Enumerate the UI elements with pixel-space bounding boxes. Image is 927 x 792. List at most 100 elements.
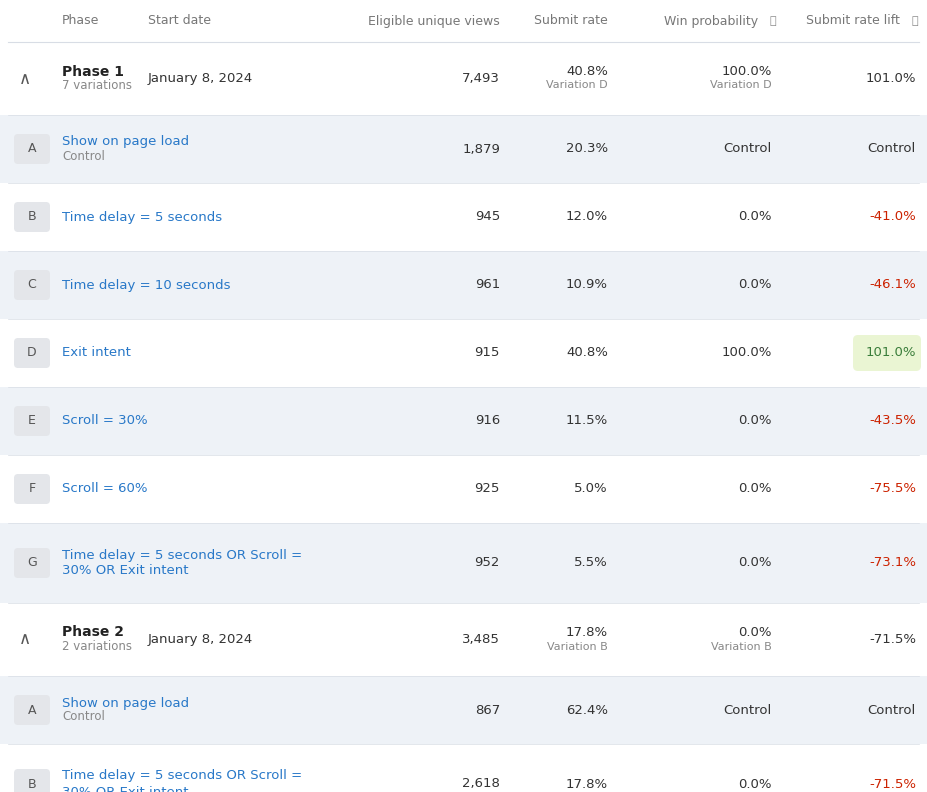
Text: 0.0%: 0.0% bbox=[739, 211, 772, 223]
FancyBboxPatch shape bbox=[14, 769, 50, 792]
FancyBboxPatch shape bbox=[14, 406, 50, 436]
Text: 0.0%: 0.0% bbox=[739, 626, 772, 639]
Text: Time delay = 5 seconds OR Scroll =: Time delay = 5 seconds OR Scroll = bbox=[62, 549, 302, 562]
FancyBboxPatch shape bbox=[14, 474, 50, 504]
Text: C: C bbox=[28, 279, 36, 291]
Text: -46.1%: -46.1% bbox=[870, 279, 916, 291]
Text: Scroll = 30%: Scroll = 30% bbox=[62, 414, 147, 428]
Text: 100.0%: 100.0% bbox=[721, 347, 772, 360]
FancyBboxPatch shape bbox=[14, 202, 50, 232]
Text: Control: Control bbox=[868, 143, 916, 155]
Text: -73.1%: -73.1% bbox=[869, 557, 916, 569]
Text: ∧: ∧ bbox=[19, 630, 32, 649]
Bar bbox=[0, 523, 927, 603]
Text: 20.3%: 20.3% bbox=[565, 143, 608, 155]
Text: Control: Control bbox=[868, 703, 916, 717]
Text: Time delay = 5 seconds: Time delay = 5 seconds bbox=[62, 211, 222, 223]
Bar bbox=[0, 251, 927, 319]
FancyBboxPatch shape bbox=[14, 548, 50, 578]
Bar bbox=[0, 744, 927, 792]
FancyBboxPatch shape bbox=[14, 134, 50, 164]
Text: 62.4%: 62.4% bbox=[566, 703, 608, 717]
Text: 2 variations: 2 variations bbox=[62, 640, 132, 653]
Text: 0.0%: 0.0% bbox=[739, 557, 772, 569]
Text: B: B bbox=[28, 778, 36, 790]
Text: Variation B: Variation B bbox=[547, 642, 608, 652]
Text: Show on page load: Show on page load bbox=[62, 135, 189, 148]
Text: E: E bbox=[28, 414, 36, 428]
Bar bbox=[0, 603, 927, 676]
Text: G: G bbox=[27, 557, 37, 569]
FancyBboxPatch shape bbox=[14, 338, 50, 368]
Text: 40.8%: 40.8% bbox=[566, 65, 608, 78]
Text: 7 variations: 7 variations bbox=[62, 79, 132, 92]
Text: Phase: Phase bbox=[62, 14, 99, 28]
Text: -41.0%: -41.0% bbox=[870, 211, 916, 223]
Text: 17.8%: 17.8% bbox=[565, 778, 608, 790]
Text: 10.9%: 10.9% bbox=[566, 279, 608, 291]
Text: Phase 2: Phase 2 bbox=[62, 626, 124, 639]
Text: 0.0%: 0.0% bbox=[739, 482, 772, 496]
Text: 100.0%: 100.0% bbox=[721, 65, 772, 78]
Text: 0.0%: 0.0% bbox=[739, 414, 772, 428]
Text: 40.8%: 40.8% bbox=[566, 347, 608, 360]
Text: Control: Control bbox=[62, 710, 105, 724]
Text: 2,618: 2,618 bbox=[463, 778, 500, 790]
Text: Eligible unique views: Eligible unique views bbox=[368, 14, 500, 28]
Bar bbox=[0, 115, 927, 183]
Text: January 8, 2024: January 8, 2024 bbox=[148, 633, 253, 646]
Text: -43.5%: -43.5% bbox=[870, 414, 916, 428]
Bar bbox=[0, 319, 927, 387]
Text: F: F bbox=[29, 482, 35, 496]
Text: 0.0%: 0.0% bbox=[739, 279, 772, 291]
Text: 3,485: 3,485 bbox=[463, 633, 500, 646]
Text: 925: 925 bbox=[475, 482, 500, 496]
Text: 1,879: 1,879 bbox=[463, 143, 500, 155]
FancyBboxPatch shape bbox=[853, 335, 921, 371]
Text: -71.5%: -71.5% bbox=[869, 778, 916, 790]
Text: 952: 952 bbox=[475, 557, 500, 569]
Text: Win probability: Win probability bbox=[664, 14, 758, 28]
Bar bbox=[0, 0, 927, 42]
Text: 30% OR Exit intent: 30% OR Exit intent bbox=[62, 786, 188, 792]
Text: 961: 961 bbox=[475, 279, 500, 291]
Text: ⓘ: ⓘ bbox=[770, 16, 777, 26]
Text: Variation D: Variation D bbox=[710, 81, 772, 90]
Text: Time delay = 5 seconds OR Scroll =: Time delay = 5 seconds OR Scroll = bbox=[62, 770, 302, 782]
Text: ⓘ: ⓘ bbox=[912, 16, 919, 26]
Bar bbox=[0, 455, 927, 523]
Text: A: A bbox=[28, 703, 36, 717]
Text: Exit intent: Exit intent bbox=[62, 347, 131, 360]
Text: 17.8%: 17.8% bbox=[565, 626, 608, 639]
Text: Control: Control bbox=[724, 143, 772, 155]
Text: Submit rate: Submit rate bbox=[534, 14, 608, 28]
FancyBboxPatch shape bbox=[14, 270, 50, 300]
Bar bbox=[0, 42, 927, 115]
Text: Variation B: Variation B bbox=[711, 642, 772, 652]
Text: Time delay = 10 seconds: Time delay = 10 seconds bbox=[62, 279, 231, 291]
Text: -75.5%: -75.5% bbox=[869, 482, 916, 496]
Text: Start date: Start date bbox=[148, 14, 211, 28]
Text: 5.0%: 5.0% bbox=[575, 482, 608, 496]
Text: January 8, 2024: January 8, 2024 bbox=[148, 72, 253, 85]
Text: ∧: ∧ bbox=[19, 70, 32, 87]
Text: 30% OR Exit intent: 30% OR Exit intent bbox=[62, 565, 188, 577]
Bar bbox=[0, 183, 927, 251]
Text: Phase 1: Phase 1 bbox=[62, 64, 124, 78]
Text: Scroll = 60%: Scroll = 60% bbox=[62, 482, 147, 496]
Text: Submit rate lift: Submit rate lift bbox=[806, 14, 900, 28]
Text: Variation D: Variation D bbox=[546, 81, 608, 90]
Text: -71.5%: -71.5% bbox=[869, 633, 916, 646]
Text: 12.0%: 12.0% bbox=[565, 211, 608, 223]
Text: D: D bbox=[27, 347, 37, 360]
Text: A: A bbox=[28, 143, 36, 155]
Text: Control: Control bbox=[62, 150, 105, 162]
Text: B: B bbox=[28, 211, 36, 223]
Text: 0.0%: 0.0% bbox=[739, 778, 772, 790]
Text: Control: Control bbox=[724, 703, 772, 717]
Text: 5.5%: 5.5% bbox=[574, 557, 608, 569]
Text: 867: 867 bbox=[475, 703, 500, 717]
FancyBboxPatch shape bbox=[14, 695, 50, 725]
Text: 101.0%: 101.0% bbox=[866, 347, 916, 360]
Bar bbox=[0, 387, 927, 455]
